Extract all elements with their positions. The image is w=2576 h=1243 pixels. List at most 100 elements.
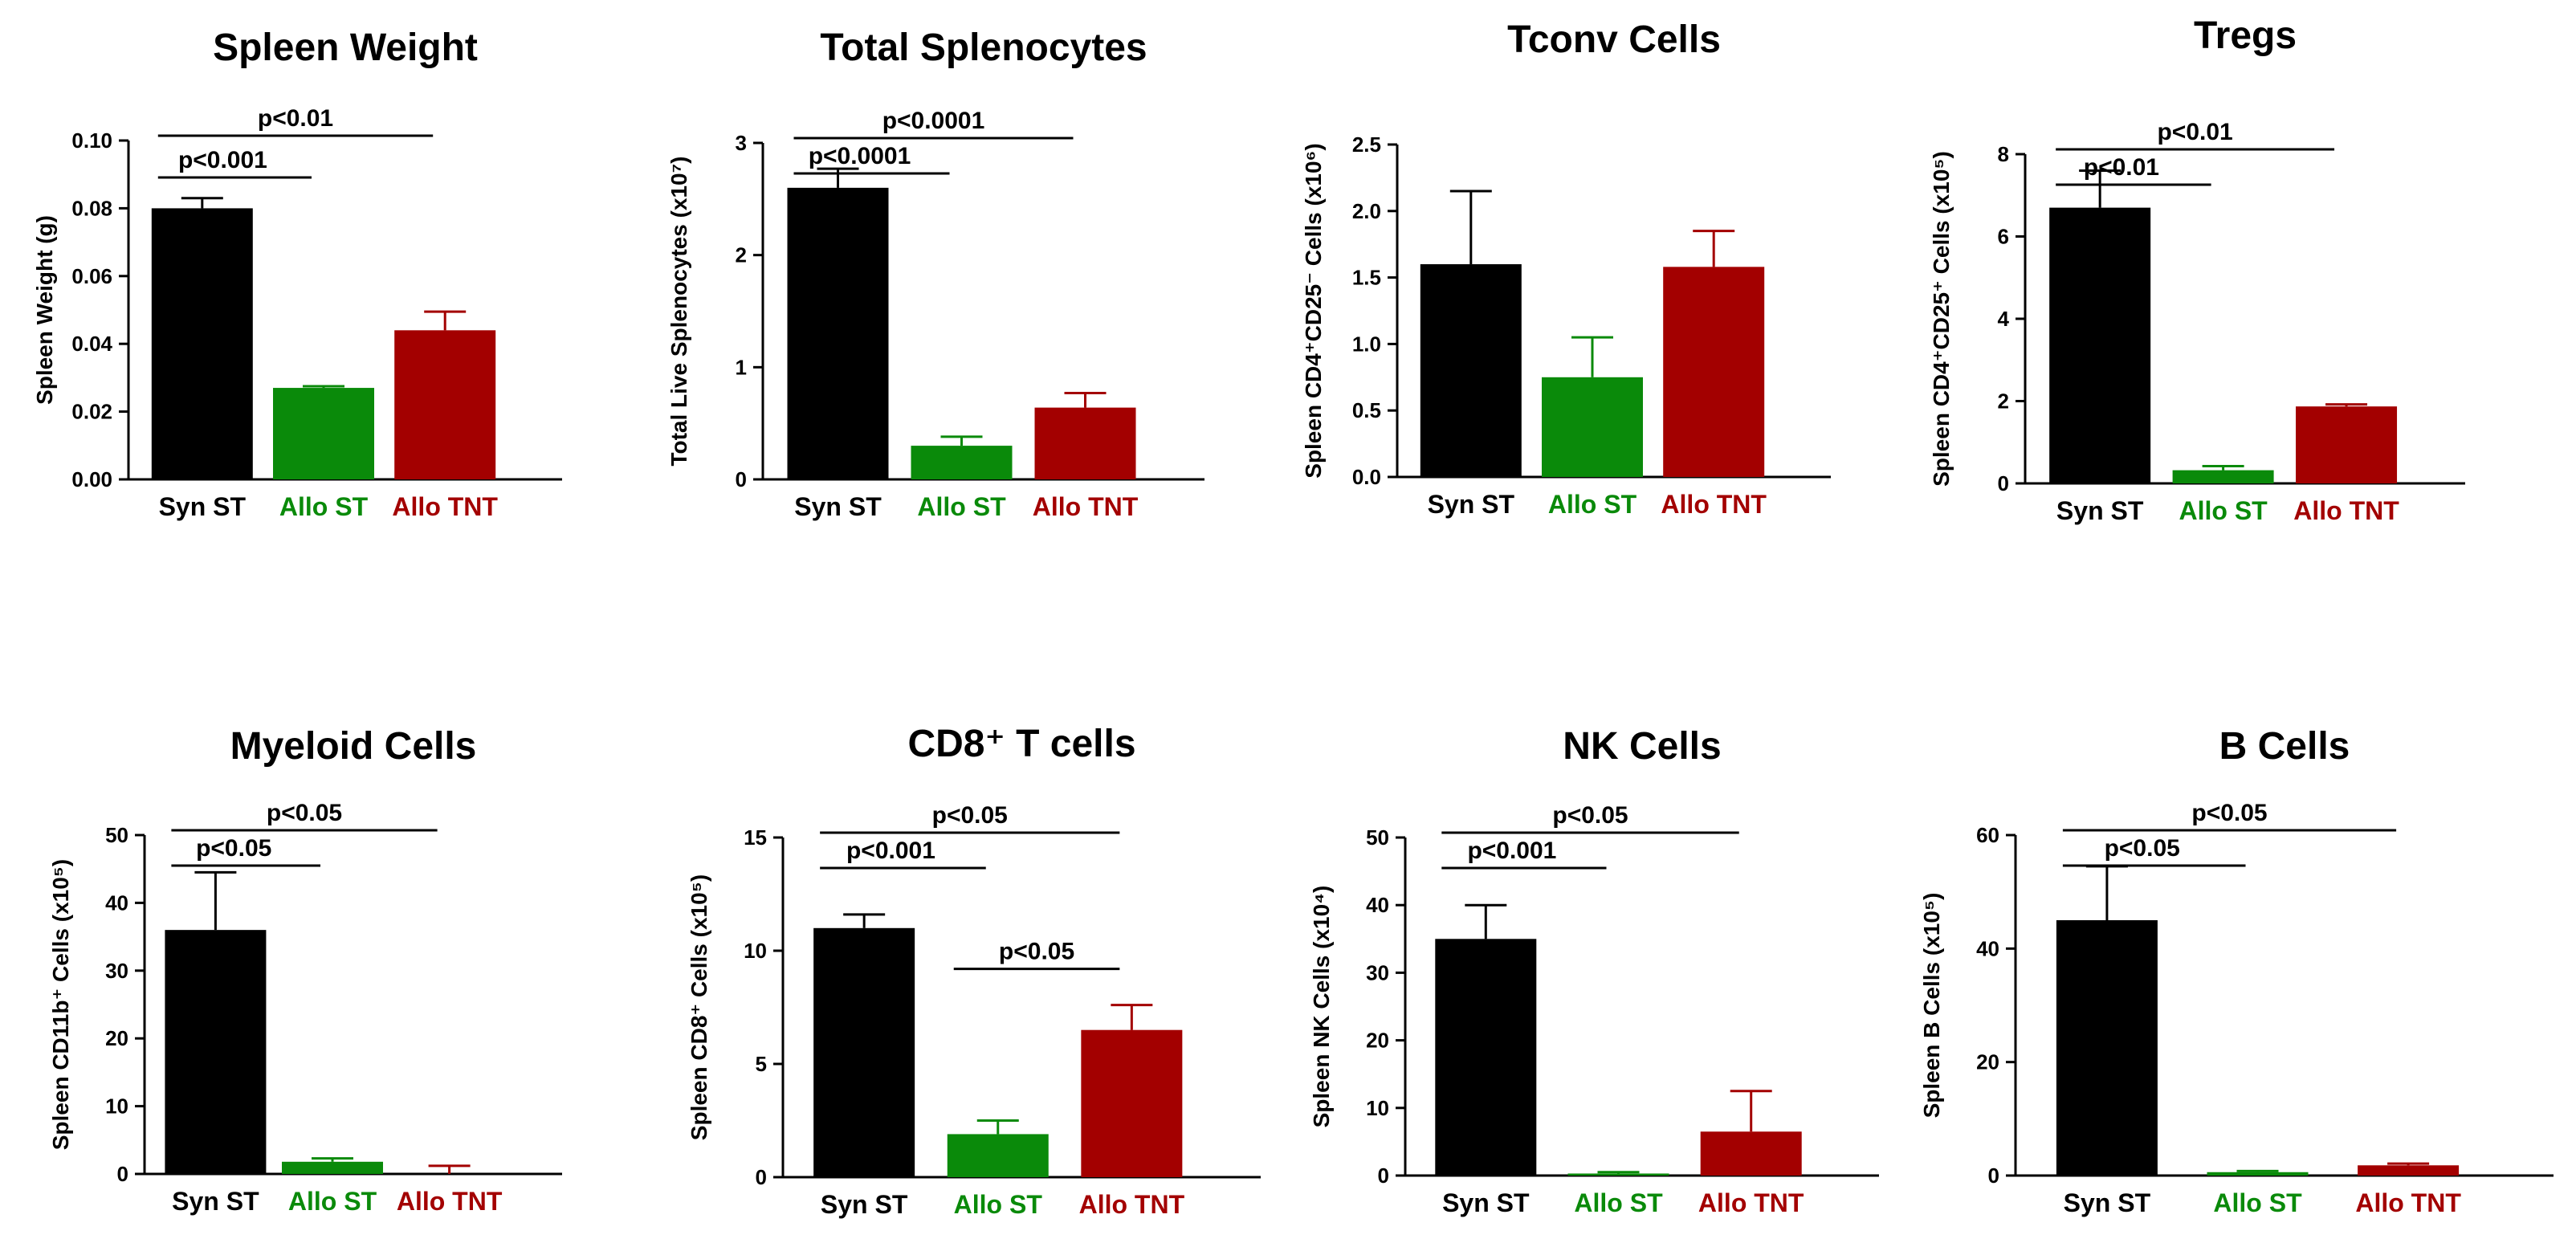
y-axis-label: Spleen NK Cells (x10⁴)	[1309, 886, 1334, 1128]
category-label: Syn ST	[1428, 490, 1515, 519]
bar-allo-tnt	[1034, 407, 1136, 479]
y-axis-label: Spleen CD11b⁺ Cells (x10⁵)	[48, 859, 73, 1151]
y-tick-label: 0.02	[71, 400, 112, 424]
y-tick-label: 40	[1366, 893, 1389, 917]
bar-allo-st	[2172, 470, 2274, 483]
p-value-label: p<0.0001	[882, 108, 985, 134]
y-tick-label: 40	[105, 890, 128, 915]
category-label: Syn ST	[2056, 496, 2144, 525]
p-value-label: p<0.001	[1467, 837, 1556, 864]
y-tick-label: 0	[1378, 1164, 1389, 1188]
y-tick-label: 2	[1998, 389, 2009, 414]
bar-syn-st	[2049, 207, 2151, 483]
bar-allo-tnt	[1700, 1131, 1802, 1176]
chart-panel-6: CD8⁺ T cells Spleen CD8⁺ Cells (x10⁵) 0 5 10…	[687, 723, 1261, 1219]
y-axis-label: Total Live Splenocytes (x10⁷)	[666, 156, 691, 466]
bar-syn-st	[1435, 939, 1537, 1176]
chart-panel-2: Total Splenocytes Total Live Splenocytes …	[666, 26, 1204, 521]
bar-allo-st	[282, 1161, 383, 1174]
y-tick-label: 20	[1366, 1029, 1389, 1053]
category-label: Syn ST	[821, 1190, 908, 1219]
bar-allo-st	[2207, 1172, 2309, 1176]
bar-syn-st	[813, 927, 915, 1177]
category-label: Allo TNT	[2355, 1188, 2461, 1217]
category-label: Allo TNT	[1698, 1188, 1804, 1217]
p-value-label: p<0.01	[2157, 119, 2232, 145]
category-label: Allo ST	[288, 1187, 377, 1216]
y-tick-label: 0.08	[71, 196, 112, 220]
y-tick-label: 0.10	[71, 128, 112, 153]
y-tick-label: 50	[105, 823, 128, 847]
p-value-label: p<0.0001	[809, 143, 911, 169]
category-label: Allo TNT	[397, 1187, 503, 1216]
y-tick-label: 0.04	[71, 332, 112, 356]
chart-title: Tregs	[2194, 14, 2297, 57]
p-value-label: p<0.05	[2191, 800, 2267, 826]
y-tick-label: 30	[1366, 960, 1389, 984]
y-tick-label: 60	[1976, 823, 1999, 847]
y-tick-label: 20	[105, 1026, 128, 1050]
p-value-label: p<0.01	[258, 105, 333, 132]
y-tick-label: 0.00	[71, 467, 112, 491]
y-tick-label: 0	[117, 1162, 128, 1186]
y-tick-label: 1.5	[1352, 266, 1381, 290]
chart-panel-7: NK Cells Spleen NK Cells (x10⁴) 0 10 20 30 40 5…	[1309, 725, 1879, 1217]
chart-title: NK Cells	[1563, 725, 1721, 768]
y-tick-label: 8	[1998, 142, 2009, 166]
y-axis-label: Spleen Weight (g)	[32, 215, 57, 405]
category-label: Syn ST	[794, 492, 882, 521]
bar-allo-st	[911, 446, 1013, 479]
y-tick-label: 0.06	[71, 264, 112, 288]
bar-allo-tnt	[2296, 406, 2398, 483]
chart-panel-3: Tconv Cells Spleen CD4⁺CD25⁻ Cells (x10⁶)…	[1301, 18, 1831, 519]
y-tick-label: 0	[756, 1165, 767, 1189]
p-value-label: p<0.05	[932, 802, 1008, 829]
y-tick-label: 10	[1366, 1096, 1389, 1120]
category-label: Syn ST	[172, 1187, 259, 1216]
category-label: Allo TNT	[1079, 1190, 1185, 1219]
y-axis-label: Spleen CD4⁺CD25⁺ Cells (x10⁵)	[1929, 151, 1954, 487]
bar-allo-st	[1542, 377, 1643, 477]
p-value-label: p<0.05	[2105, 835, 2180, 862]
y-tick-label: 30	[105, 959, 128, 983]
chart-panel-8: B Cells Spleen B Cells (x10⁵) 0 20 40 60 Syn S…	[1919, 725, 2554, 1217]
category-label: Allo ST	[1548, 490, 1637, 519]
y-axis-label: Spleen CD8⁺ Cells (x10⁵)	[687, 874, 711, 1140]
chart-title: Total Splenocytes	[820, 26, 1147, 69]
y-tick-label: 50	[1366, 825, 1389, 850]
y-tick-label: 0	[736, 467, 747, 491]
y-tick-label: 0.0	[1352, 465, 1381, 489]
p-value-label: p<0.05	[267, 800, 342, 826]
category-label: Syn ST	[1442, 1188, 1530, 1217]
p-value-label: p<0.05	[196, 835, 271, 862]
bar-allo-tnt	[1663, 267, 1765, 477]
chart-title: CD8⁺ T cells	[907, 723, 1135, 765]
y-tick-label: 40	[1976, 936, 1999, 960]
y-axis-label: Spleen B Cells (x10⁵)	[1919, 893, 1944, 1119]
bar-allo-tnt	[1081, 1029, 1183, 1177]
category-label: Allo ST	[279, 492, 369, 521]
category-label: Allo ST	[917, 492, 1006, 521]
chart-title: Spleen Weight	[213, 26, 478, 69]
category-label: Allo TNT	[392, 492, 498, 521]
category-label: Allo ST	[1574, 1188, 1663, 1217]
category-label: Syn ST	[159, 492, 247, 521]
category-label: Allo TNT	[1661, 490, 1767, 519]
y-tick-label: 1	[736, 355, 747, 379]
y-tick-label: 10	[744, 939, 767, 963]
chart-panel-1: Spleen Weight Spleen Weight (g) 0.00 0.02 0.…	[32, 26, 562, 521]
p-value-label: p<0.05	[999, 939, 1074, 965]
y-tick-label: 10	[105, 1094, 128, 1119]
p-value-label: p<0.001	[846, 837, 935, 864]
bar-syn-st	[787, 187, 889, 479]
chart-title: Tconv Cells	[1507, 18, 1721, 61]
category-label: Allo ST	[954, 1190, 1043, 1219]
bar-allo-st	[1567, 1173, 1669, 1176]
y-tick-label: 0.5	[1352, 398, 1381, 422]
y-tick-label: 1.0	[1352, 332, 1381, 356]
bar-allo-st	[947, 1134, 1049, 1177]
y-tick-label: 5	[756, 1052, 767, 1076]
y-tick-label: 4	[1998, 307, 2010, 331]
category-label: Allo TNT	[2293, 496, 2399, 525]
